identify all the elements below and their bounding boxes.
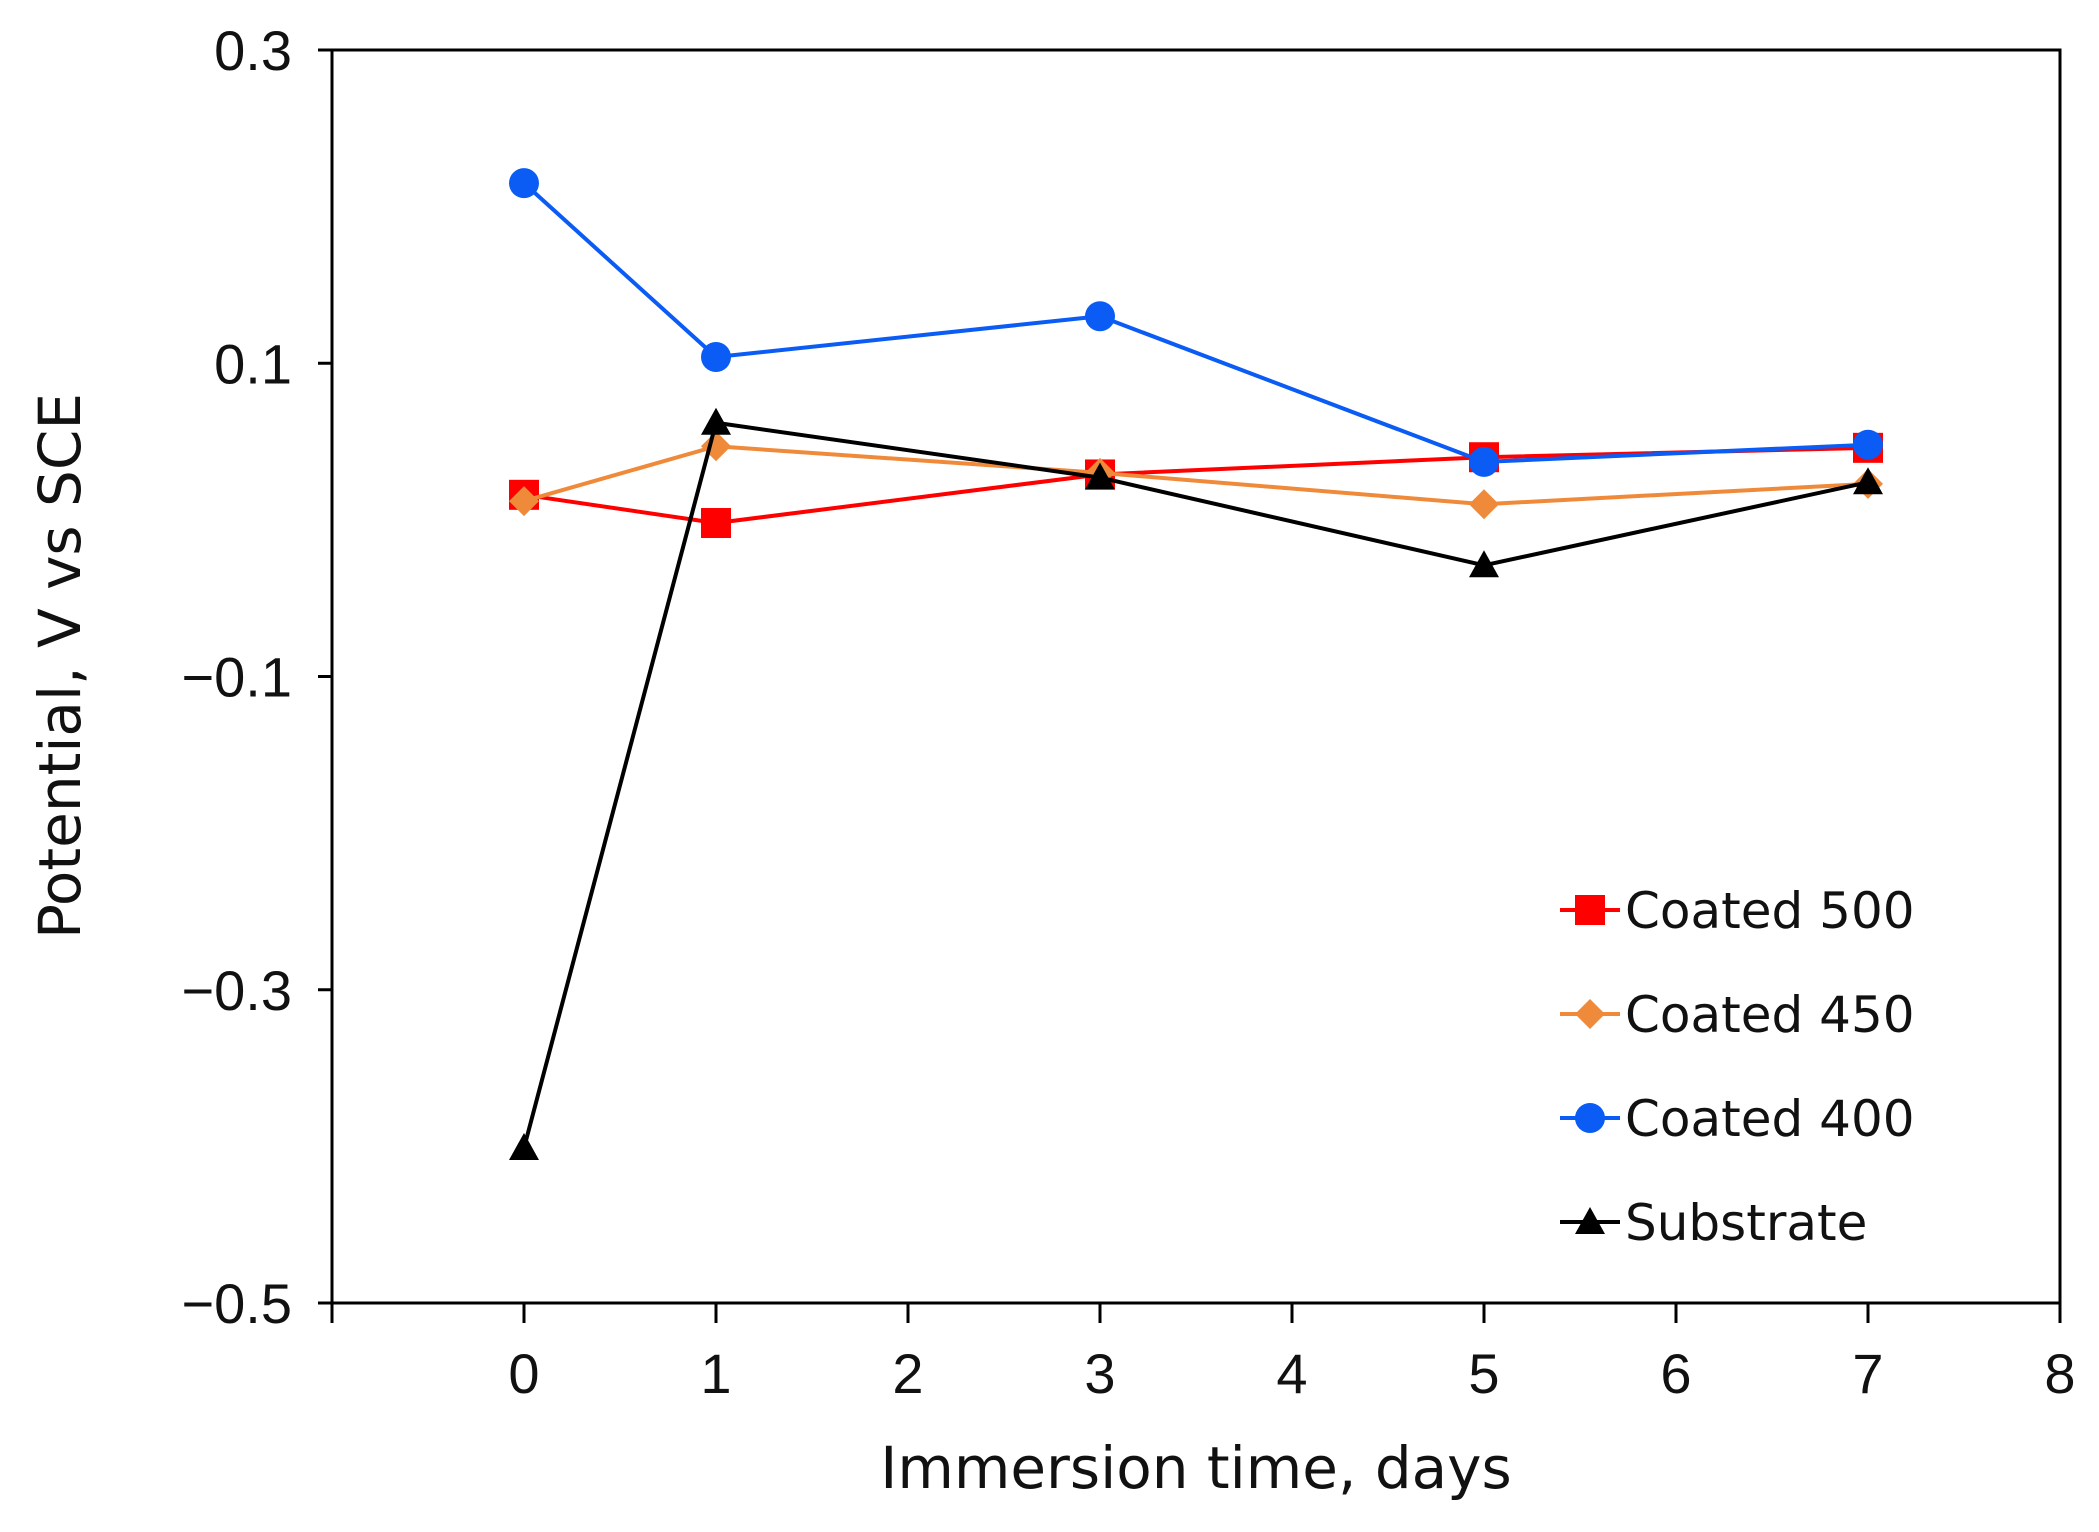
legend-marker bbox=[1575, 1103, 1605, 1133]
legend-entry: Coated 450 bbox=[1560, 986, 1915, 1044]
y-tick-label: −0.1 bbox=[181, 646, 292, 709]
series-line bbox=[522, 181, 1869, 464]
data-point bbox=[1085, 301, 1115, 332]
y-tick-label: 0.3 bbox=[214, 19, 292, 82]
x-tick-label: 7 bbox=[1852, 1342, 1883, 1405]
x-tick-label: 6 bbox=[1660, 1342, 1691, 1405]
data-point bbox=[1469, 446, 1499, 477]
y-tick-label: −0.3 bbox=[181, 959, 292, 1022]
legend-entry: Coated 500 bbox=[1560, 882, 1915, 940]
data-point bbox=[1469, 550, 1499, 578]
legend-marker bbox=[1575, 1207, 1605, 1234]
y-tick-label: −0.5 bbox=[181, 1272, 292, 1335]
y-axis-title: Potential, V vs SCE bbox=[26, 393, 94, 939]
legend-marker bbox=[1575, 999, 1605, 1029]
data-point bbox=[1853, 467, 1883, 495]
x-axis-title: Immersion time, days bbox=[880, 1434, 1511, 1502]
data-point bbox=[1085, 462, 1115, 490]
axes-layer: 0 1 2 3 4 5 6 7 8 0.3 0.1 −0.1 −0.3 −0.5 bbox=[181, 19, 2075, 1405]
y-tick-label: 0.1 bbox=[214, 332, 292, 395]
legend-label: Coated 500 bbox=[1625, 882, 1915, 940]
x-tick-label: 1 bbox=[700, 1342, 731, 1405]
data-point bbox=[1853, 429, 1883, 460]
legend-label: Coated 400 bbox=[1625, 1090, 1915, 1148]
legend-marker bbox=[1575, 895, 1605, 925]
x-tick-label: 4 bbox=[1276, 1342, 1307, 1405]
x-tick-label: 0 bbox=[508, 1342, 539, 1405]
data-point bbox=[701, 407, 731, 435]
series-coated-400 bbox=[509, 168, 1883, 477]
data-point bbox=[509, 1132, 539, 1160]
data-point bbox=[1469, 489, 1499, 520]
legend-entry: Coated 400 bbox=[1560, 1090, 1915, 1148]
series-coated-450 bbox=[509, 431, 1883, 520]
legend-label: Substrate bbox=[1625, 1194, 1867, 1252]
data-point bbox=[509, 168, 539, 199]
x-tick-label: 2 bbox=[892, 1342, 923, 1405]
legend-entry: Substrate bbox=[1560, 1194, 1867, 1252]
legend: Coated 500 Coated 450 Coated 400 Substrate bbox=[1560, 882, 1915, 1252]
x-tick-label: 8 bbox=[2044, 1342, 2075, 1405]
legend-label: Coated 450 bbox=[1625, 986, 1915, 1044]
x-tick-label: 5 bbox=[1468, 1342, 1499, 1405]
series-layer bbox=[509, 168, 1883, 1160]
data-point bbox=[509, 486, 539, 517]
data-point bbox=[701, 508, 731, 539]
data-point bbox=[701, 341, 731, 372]
x-tick-label: 3 bbox=[1084, 1342, 1115, 1405]
series-substrate bbox=[509, 407, 1883, 1160]
